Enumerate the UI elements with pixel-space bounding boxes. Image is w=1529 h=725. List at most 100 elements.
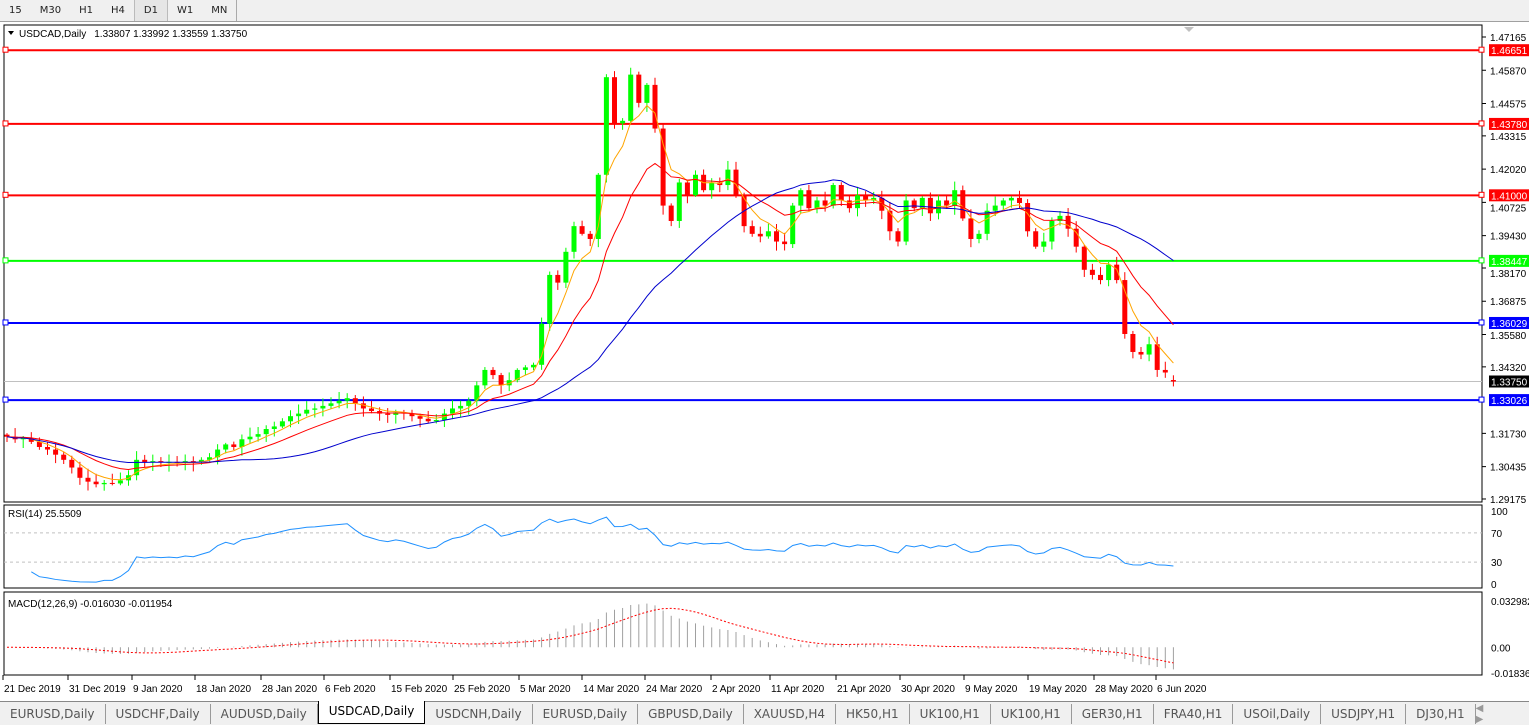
date-tick-label: 9 Jan 2020 bbox=[133, 684, 183, 695]
bear-candle bbox=[879, 197, 885, 211]
bear-candle bbox=[1033, 231, 1039, 247]
timeframe-w1[interactable]: W1 bbox=[176, 5, 194, 16]
timeframe-toolbar: 15 M30 H1 H4 D1 W1 MN bbox=[0, 0, 1529, 22]
bear-candle bbox=[93, 481, 99, 485]
level-price-badge bbox=[1489, 189, 1529, 202]
bear-candle bbox=[4, 434, 10, 437]
bear-candle bbox=[498, 375, 504, 386]
bull-candle bbox=[830, 185, 836, 206]
chart-tab[interactable]: GER30,H1 bbox=[1072, 703, 1154, 724]
bear-candle bbox=[838, 185, 844, 201]
bear-candle bbox=[417, 416, 423, 419]
bear-candle bbox=[190, 461, 196, 463]
macd-signal-line bbox=[6, 607, 1174, 664]
bear-candle bbox=[36, 441, 42, 447]
price-chart[interactable]: 1.47165 1.45870 1.44575 1.43315 1.42020 1.407… bbox=[0, 22, 1529, 701]
level-handle-right[interactable] bbox=[1478, 396, 1485, 403]
bear-candle bbox=[369, 408, 374, 412]
rsi-tick-label: 0 bbox=[1491, 580, 1497, 591]
bear-candle bbox=[863, 195, 869, 201]
rsi-pane[interactable] bbox=[3, 504, 1483, 589]
chart-tab[interactable]: UK100,H1 bbox=[991, 703, 1072, 724]
rsi-tick-label: 30 bbox=[1491, 558, 1503, 569]
date-tick-label: 19 May 2020 bbox=[1029, 684, 1087, 695]
date-tick-label: 30 Apr 2020 bbox=[901, 684, 955, 695]
bull-candle bbox=[296, 413, 302, 417]
chart-tab[interactable]: EURUSD,Daily bbox=[0, 703, 106, 724]
level-price-badge bbox=[1489, 394, 1529, 407]
chart-tab[interactable]: USDCHF,Daily bbox=[106, 703, 211, 724]
chart-tab[interactable]: USDCNH,Daily bbox=[425, 703, 533, 724]
bull-candle bbox=[814, 200, 820, 209]
current-price-label: 1.33750 bbox=[1491, 377, 1528, 388]
main-pane[interactable] bbox=[3, 24, 1483, 503]
chart-tab[interactable]: GBPUSD,Daily bbox=[638, 703, 744, 724]
bear-candle bbox=[158, 461, 164, 463]
bear-candle bbox=[1130, 333, 1136, 352]
chart-tab[interactable]: UK100,H1 bbox=[910, 703, 991, 724]
level-handle-left[interactable] bbox=[2, 319, 9, 326]
level-handle-right[interactable] bbox=[1478, 257, 1485, 264]
bull-candle bbox=[450, 408, 455, 414]
tab-scroll-arrows[interactable]: ◀ ▶ bbox=[1475, 702, 1492, 725]
macd-label: MACD(12,26,9) -0.016030 -0.011954 bbox=[8, 599, 173, 610]
chart-tab[interactable]: AUDUSD,Daily bbox=[211, 703, 318, 724]
bull-candle bbox=[1106, 264, 1112, 281]
timeframe-m30[interactable]: M30 bbox=[39, 5, 62, 16]
bull-candle bbox=[506, 380, 512, 386]
level-handle-left[interactable] bbox=[2, 46, 9, 53]
bear-candle bbox=[968, 218, 974, 239]
dropdown-triangle-icon[interactable] bbox=[8, 31, 14, 35]
bear-candle bbox=[1098, 274, 1103, 281]
bull-candle bbox=[474, 385, 480, 401]
bull-candle bbox=[150, 461, 156, 463]
level-handle-right[interactable] bbox=[1478, 319, 1485, 326]
bull-candle bbox=[433, 420, 439, 422]
bull-candle bbox=[458, 405, 464, 409]
bear-candle bbox=[636, 74, 642, 103]
level-handle-left[interactable] bbox=[2, 396, 9, 403]
level-handle-right[interactable] bbox=[1478, 46, 1485, 53]
bear-candle bbox=[555, 274, 561, 283]
chart-tab[interactable]: USDJPY,H1 bbox=[1321, 703, 1407, 724]
bull-candle bbox=[798, 190, 804, 206]
bear-candle bbox=[944, 200, 950, 206]
chart-shift-marker-icon[interactable] bbox=[1184, 27, 1194, 32]
chart-tab[interactable]: DJ30,H1 bbox=[1406, 703, 1476, 724]
bull-candle bbox=[207, 457, 212, 460]
timeframe-d1[interactable]: D1 bbox=[133, 0, 168, 21]
chart-symbol-title: USDCAD,Daily bbox=[19, 29, 86, 40]
bear-candle bbox=[1170, 380, 1176, 382]
bear-candle bbox=[612, 77, 617, 124]
level-handle-right[interactable] bbox=[1478, 191, 1485, 198]
level-handle-left[interactable] bbox=[2, 191, 9, 198]
chart-tab[interactable]: EURUSD,Daily bbox=[533, 703, 639, 724]
bull-candle bbox=[571, 226, 577, 252]
timeframe-h1[interactable]: H1 bbox=[79, 5, 93, 16]
level-handle-right[interactable] bbox=[1478, 120, 1485, 127]
chart-tab[interactable]: FRA40,H1 bbox=[1154, 703, 1234, 724]
bull-candle bbox=[336, 400, 342, 404]
rsi-tick-label: 70 bbox=[1491, 529, 1503, 540]
macd-pane[interactable] bbox=[3, 591, 1483, 676]
bear-candle bbox=[960, 190, 966, 219]
bull-candle bbox=[919, 197, 925, 209]
price-tick-label: 1.30435 bbox=[1490, 463, 1527, 474]
timeframe-h4[interactable]: H4 bbox=[110, 5, 125, 16]
bull-candle bbox=[263, 429, 269, 435]
bull-candle bbox=[247, 436, 253, 440]
bear-candle bbox=[61, 454, 67, 460]
chart-tab[interactable]: USOil,Daily bbox=[1233, 703, 1322, 724]
chart-tab[interactable]: HK50,H1 bbox=[836, 703, 910, 724]
rsi-tick-label: 100 bbox=[1491, 507, 1508, 518]
chart-tab[interactable]: XAUUSD,H4 bbox=[744, 703, 837, 724]
timeframe-15[interactable]: 15 bbox=[9, 5, 22, 16]
bull-candle bbox=[223, 444, 229, 450]
chart-tabs: EURUSD,Daily USDCHF,Daily AUDUSD,Daily USDC… bbox=[0, 700, 1529, 725]
level-handle-left[interactable] bbox=[2, 120, 9, 127]
timeframe-mn[interactable]: MN bbox=[211, 5, 228, 16]
chart-tab[interactable]: USDCAD,Daily bbox=[317, 700, 426, 724]
bear-candle bbox=[231, 444, 237, 447]
bear-candle bbox=[668, 205, 674, 221]
level-handle-left[interactable] bbox=[2, 257, 9, 264]
